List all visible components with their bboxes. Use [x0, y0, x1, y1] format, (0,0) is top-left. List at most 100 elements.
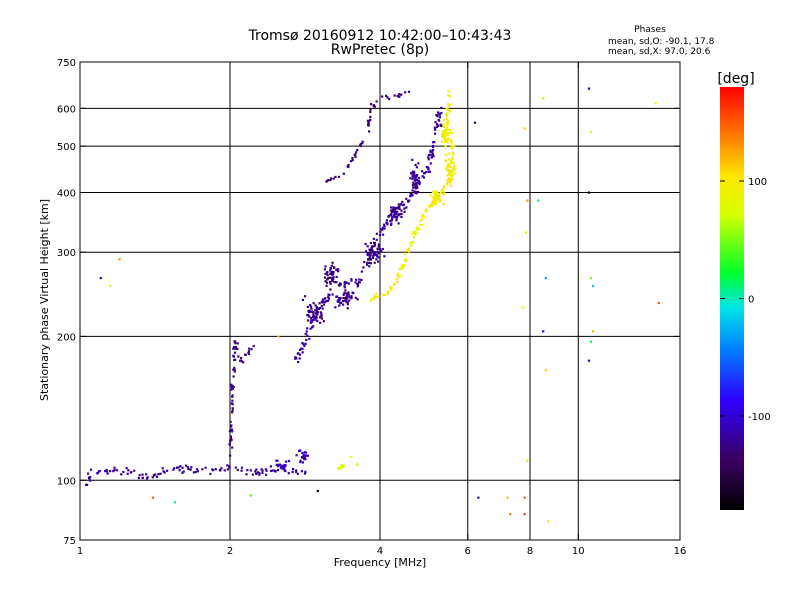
echo-point: [440, 140, 444, 144]
echo-point: [322, 303, 326, 306]
echo-point: [373, 252, 377, 255]
echo-point: [212, 469, 215, 472]
echo-point: [314, 304, 317, 307]
echo-point: [326, 273, 329, 277]
echo-point: [247, 350, 251, 353]
echo-point: [412, 186, 415, 189]
echo-point: [312, 318, 315, 322]
echo-point: [369, 115, 372, 119]
echo-point: [336, 299, 339, 302]
echo-point: [446, 108, 449, 111]
echo-point: [255, 472, 258, 475]
echo-point: [344, 299, 347, 302]
echo-point: [400, 209, 403, 212]
echo-point: [435, 196, 438, 199]
echo-point: [105, 470, 109, 473]
echo-point: [106, 472, 109, 475]
echo-point: [343, 281, 347, 285]
echo-point: [388, 97, 391, 101]
echo-point: [122, 470, 125, 474]
echo-point: [230, 424, 233, 427]
echo-point: [166, 469, 169, 472]
phase-box-heading: Phases: [634, 25, 666, 35]
echo-point: [354, 151, 358, 154]
echo-point: [446, 120, 449, 123]
echo-point: [366, 253, 369, 257]
echo-point: [260, 468, 263, 471]
echo-point: [428, 170, 431, 173]
echo-point: [446, 117, 449, 120]
echo-point: [443, 135, 447, 138]
echo-point: [398, 207, 401, 211]
x-tick-label: 4: [377, 546, 383, 557]
echo-point: [350, 279, 353, 282]
echo-point: [383, 223, 386, 226]
echo-point: [410, 193, 413, 196]
echo-point: [442, 130, 445, 133]
echo-point: [155, 475, 159, 478]
echo-point: [414, 230, 418, 234]
echo-point: [444, 132, 447, 135]
echo-point: [383, 225, 386, 228]
echo-point: [307, 314, 310, 317]
echo-point: [390, 209, 393, 212]
echo-point: [370, 249, 373, 253]
echo-point: [308, 309, 311, 312]
echo-point: [453, 167, 456, 171]
echo-point: [361, 140, 364, 143]
echo-point: [304, 470, 307, 473]
echo-point: [255, 468, 258, 471]
echo-point: [440, 189, 443, 193]
echo-point: [358, 278, 361, 281]
echo-point: [386, 292, 389, 296]
echo-point: [427, 158, 430, 161]
echo-point: [444, 144, 447, 148]
echo-point: [440, 106, 443, 110]
echo-point: [444, 139, 447, 142]
echo-point: [86, 472, 90, 475]
echo-point: [234, 342, 237, 345]
echo-point: [414, 187, 417, 190]
echo-point: [339, 296, 342, 300]
echo-point: [374, 295, 377, 299]
echo-point: [393, 215, 396, 218]
echo-point: [433, 141, 436, 144]
echo-point: [393, 209, 397, 212]
echo-point: [187, 467, 190, 471]
echo-point: [339, 301, 342, 304]
echo-point: [450, 147, 453, 150]
echo-point: [310, 307, 313, 310]
echo-point: [379, 230, 382, 234]
echo-point: [231, 387, 234, 391]
y-tick-label: 200: [57, 332, 76, 343]
echo-point: [434, 194, 437, 197]
echo-point: [324, 297, 327, 300]
echo-point: [356, 285, 359, 288]
colorbar-tick-label: -100: [748, 412, 771, 423]
echo-point: [376, 247, 379, 250]
echo-point: [126, 472, 129, 475]
echo-point: [398, 267, 401, 270]
echo-point: [177, 466, 180, 469]
echo-point: [336, 466, 340, 470]
echo-point: [234, 358, 237, 361]
echo-point: [434, 203, 437, 206]
echo-point: [295, 469, 298, 472]
echo-point: [279, 464, 282, 467]
echo-point: [331, 279, 334, 282]
echo-point: [252, 345, 255, 348]
echo-point: [417, 162, 420, 165]
echo-point: [427, 167, 430, 170]
echo-point: [657, 301, 660, 305]
echo-point: [291, 470, 294, 474]
echo-point: [443, 133, 446, 136]
echo-point: [429, 162, 432, 165]
echo-point: [232, 375, 235, 378]
echo-point: [446, 128, 449, 131]
phase-box-line-x: mean, sd,X: 97.0, 20.6: [608, 47, 711, 57]
echo-point: [444, 160, 447, 163]
echo-point: [316, 489, 319, 493]
echo-point: [421, 175, 424, 178]
echo-point: [229, 439, 232, 442]
echo-point: [433, 191, 436, 194]
